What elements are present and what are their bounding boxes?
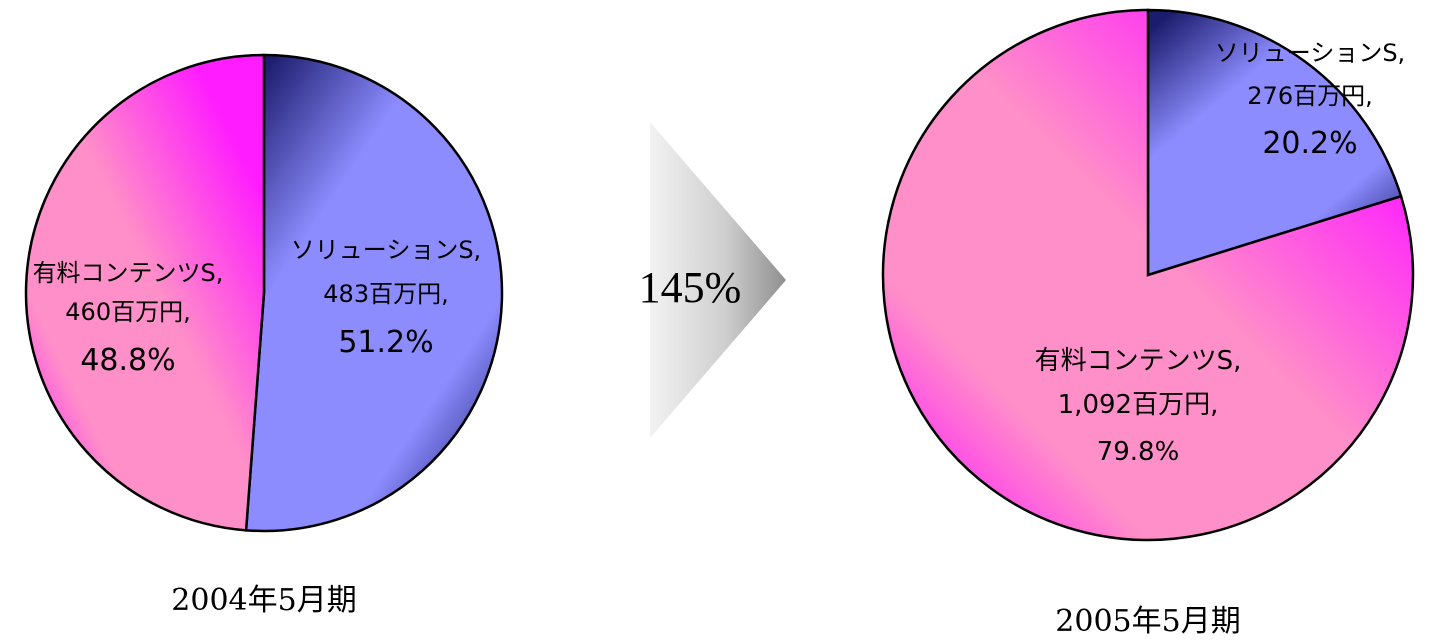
pie-chart-2004: ソリューションS, 483百万円, 51.2% 有料コンテンツS, 460百万円, 48.… bbox=[24, 53, 504, 533]
slice-percent-label-solution: 20.2% bbox=[1262, 126, 1357, 161]
pie-slice-content bbox=[24, 53, 266, 532]
slice-value-label-content: 1,092百万円, bbox=[1058, 390, 1219, 420]
slice-value-label-solution: 483百万円, bbox=[323, 280, 448, 308]
growth-label: 145% bbox=[639, 263, 742, 312]
slice-name-label-solution: ソリューションS, bbox=[1215, 39, 1405, 67]
pie-slice-solution bbox=[244, 53, 504, 533]
pie-slice-solution bbox=[1146, 8, 1403, 277]
slice-percent-label-solution: 51.2% bbox=[338, 325, 433, 360]
growth-arrow-shape bbox=[650, 122, 786, 438]
slice-percent-label-content: 79.8% bbox=[1097, 437, 1180, 467]
slice-name-label-content: 有料コンテンツS, bbox=[1035, 346, 1242, 376]
pie-caption-2004: 2004年5月期 bbox=[171, 583, 356, 618]
slice-name-label-content: 有料コンテンツS, bbox=[33, 259, 224, 287]
pie-caption-2005: 2005年5月期 bbox=[1055, 604, 1240, 639]
slice-percent-label-content: 48.8% bbox=[80, 343, 175, 378]
growth-arrow: 145% bbox=[639, 122, 786, 438]
pie-slice-content bbox=[881, 8, 1415, 542]
slice-value-label-content: 460百万円, bbox=[65, 298, 190, 326]
slice-value-label-solution: 276百万円, bbox=[1247, 82, 1372, 110]
pie-chart-2005: ソリューションS, 276百万円, 20.2% 有料コンテンツS, 1,092百万円, 7… bbox=[881, 8, 1415, 542]
slice-name-label-solution: ソリューションS, bbox=[291, 236, 481, 264]
